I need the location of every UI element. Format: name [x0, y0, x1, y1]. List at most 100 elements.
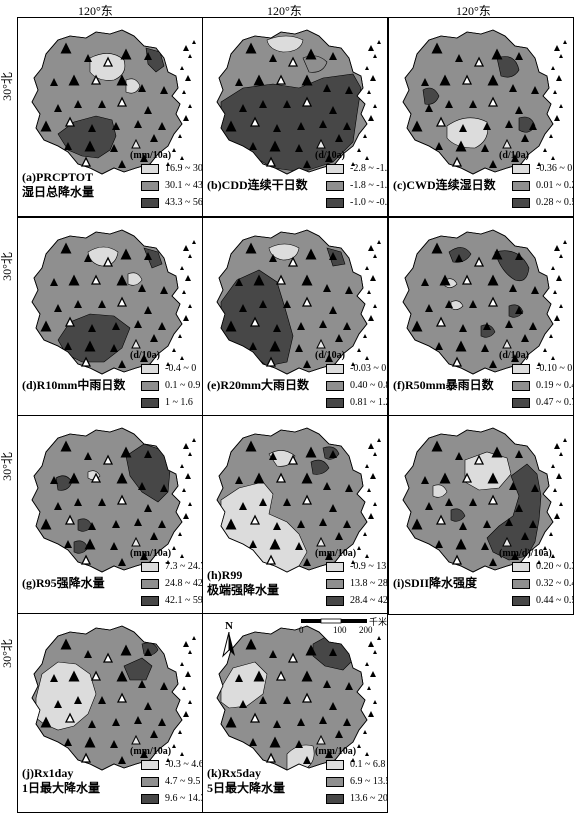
legend-label: -2.8 ~ -1.9: [350, 163, 388, 174]
panel-title-line-1: (h)R99: [207, 568, 243, 582]
legend-label: -0.36 ~ 0: [536, 163, 573, 174]
panel-title: (b)CDD连续干日数: [207, 178, 308, 193]
panel-title: (a)PRCPTOT 湿日总降水量: [22, 170, 94, 200]
legend-label: -0.3 ~ 4.6: [165, 759, 203, 770]
map-panel-k: (mm/10a) (k)Rx5day 5日最大降水量 0.1 ~ 6.8 6.9 ~ 1…: [202, 613, 388, 813]
legend-label: 4.7 ~ 9.5: [165, 776, 201, 787]
unit-label: (d/10a): [130, 350, 160, 361]
legend-item: 0.19 ~ 0.46: [512, 380, 573, 393]
legend-swatch: [512, 398, 530, 408]
legend-swatch: [141, 596, 159, 606]
map-panel-f: (d/10a) (f)R50mm暴雨日数 -0.10 ~ 0.18 0.19 ~ 0.…: [388, 217, 574, 417]
trend-map-d: [31, 229, 196, 375]
legend-swatch: [512, 364, 530, 374]
legend-item: 24.8 ~ 42.0: [141, 578, 203, 591]
legend-item: 0.47 ~ 0.74: [512, 397, 573, 410]
panel-title: (k)Rx5day 5日最大降水量: [207, 766, 285, 796]
legend-label: 0.81 ~ 1.22: [350, 397, 387, 408]
legend-item: -2.8 ~ -1.9: [326, 163, 388, 176]
legend-item: 9.6 ~ 14.3: [141, 793, 203, 806]
legend-swatch: [326, 579, 344, 589]
legend-label: 9.6 ~ 14.3: [165, 793, 203, 804]
lat-label-row3: 30°北: [0, 452, 14, 481]
legend-swatch: [512, 181, 530, 191]
map-panel-d: (d/10a) (d)R10mm中雨日数 -0.4 ~ 0 0.1 ~ 0.9 1 ~ …: [17, 217, 203, 417]
trend-map-f: [402, 229, 567, 375]
legend-label: 16.9 ~ 30.1: [165, 163, 203, 174]
legend-swatch: [141, 398, 159, 408]
legend-item: -0.4 ~ 0: [141, 363, 202, 376]
trend-map-b: [216, 29, 381, 175]
legend-label: 7.3 ~ 24.7: [165, 561, 203, 572]
legend-item: 0.20 ~ 0.31: [512, 561, 573, 574]
col-label-2: 120°东: [267, 4, 302, 18]
panel-title-line-2: 1日最大降水量: [22, 781, 101, 795]
unit-label: (mm/10a): [130, 150, 172, 161]
legend-swatch: [326, 398, 344, 408]
legend-item: 0.1 ~ 0.9: [141, 380, 202, 393]
trend-map-i: [402, 427, 567, 573]
legend-item: 16.9 ~ 30.1: [141, 163, 203, 176]
legend-label: 0.40 ~ 0.80: [350, 380, 387, 391]
legend-label: 0.01 ~ 0.27: [536, 180, 573, 191]
legend-swatch: [326, 364, 344, 374]
legend-label: 0.20 ~ 0.31: [536, 561, 573, 572]
legend-item: 0.81 ~ 1.22: [326, 397, 387, 410]
panel-title: (i)SDII降水强度: [393, 576, 477, 591]
panel-title-line-1: (c)CWD连续湿日数: [393, 178, 496, 192]
legend-item: 30.1 ~ 43.3: [141, 180, 203, 193]
legend-label: -0.4 ~ 0: [165, 363, 197, 374]
legend-swatch: [141, 794, 159, 804]
col-label-3: 120°东: [456, 4, 491, 18]
legend-item: -1.8 ~ -1.1: [326, 180, 387, 193]
north-label: N: [225, 620, 233, 632]
legend-swatch: [512, 381, 530, 391]
legend-label: -0.9 ~ 13.7: [350, 561, 387, 572]
legend-label: 30.1 ~ 43.3: [165, 180, 203, 191]
panel-title-line-2: 湿日总降水量: [22, 185, 95, 199]
legend-label: -1.0 ~ -0.2: [350, 197, 388, 208]
legend-swatch: [512, 562, 530, 572]
legend-label: 0.1 ~ 0.9: [165, 380, 201, 391]
lat-label-row1: 30°北: [0, 72, 14, 101]
lat-label-row4: 30°北: [0, 639, 14, 668]
legend-item: 13.6 ~ 20.1: [326, 793, 387, 806]
unit-label: (mm/10a): [130, 746, 172, 757]
legend-swatch: [141, 562, 159, 572]
unit-label: (d/10a): [499, 350, 529, 361]
legend-swatch: [326, 198, 344, 208]
legend-swatch: [326, 596, 344, 606]
trend-map-a: [31, 29, 196, 175]
unit-label: (mm/10a): [315, 548, 357, 559]
map-panel-e: (d/10a) (e)R20mm大雨日数 -0.03 ~ 0.39 0.40 ~ 0.…: [202, 217, 388, 417]
legend-swatch: [326, 760, 344, 770]
lat-label-row2: 30°北: [0, 252, 14, 281]
legend-item: 43.3 ~ 56.5: [141, 197, 203, 210]
panel-title: (h)R99 极端强降水量: [207, 568, 279, 598]
legend-label: 43.3 ~ 56.5: [165, 197, 203, 208]
legend-item: 1 ~ 1.6: [141, 397, 202, 410]
legend-swatch: [141, 198, 159, 208]
unit-label: (d/10a): [499, 150, 529, 161]
legend-item: -0.03 ~ 0.39: [326, 363, 387, 376]
legend-swatch: [326, 181, 344, 191]
legend-item: 0.32 ~ 0.43: [512, 578, 573, 591]
legend-item: 6.9 ~ 13.5: [326, 776, 387, 789]
legend-label: 24.8 ~ 42.0: [165, 578, 203, 589]
legend-label: 0.32 ~ 0.43: [536, 578, 573, 589]
unit-label: (d/10a): [315, 150, 345, 161]
map-panel-b: (d/10a) (b)CDD连续干日数 -2.8 ~ -1.9 -1.8 ~ -1.1…: [202, 17, 388, 217]
legend-label: 1 ~ 1.6: [165, 397, 193, 408]
legend-swatch: [141, 381, 159, 391]
legend-swatch: [326, 794, 344, 804]
scale-unit: 千米: [369, 617, 388, 627]
legend-item: -0.10 ~ 0.18: [512, 363, 573, 376]
trend-map-c: [402, 29, 567, 175]
panel-title-line-1: (a)PRCPTOT: [22, 170, 94, 184]
legend-swatch: [141, 164, 159, 174]
trend-map-k: [216, 625, 381, 771]
legend-swatch: [326, 562, 344, 572]
legend-item: 0.40 ~ 0.80: [326, 380, 387, 393]
legend-item: -0.3 ~ 4.6: [141, 759, 203, 772]
